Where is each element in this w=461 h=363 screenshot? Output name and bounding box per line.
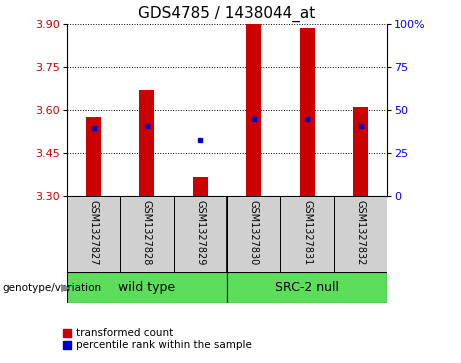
Bar (86, 117, 101, 196)
Text: GSM1327831: GSM1327831 (302, 200, 312, 265)
Title: GDS4785 / 1438044_at: GDS4785 / 1438044_at (138, 6, 316, 22)
Bar (334, 196, 387, 272)
Bar (67, 272, 227, 303)
Text: GSM1327832: GSM1327832 (355, 200, 366, 265)
Text: GSM1327830: GSM1327830 (249, 200, 259, 265)
Legend: transformed count, percentile rank within the sample: transformed count, percentile rank withi… (63, 328, 252, 350)
Bar (300, 28, 314, 196)
Text: SRC-2 null: SRC-2 null (275, 281, 339, 294)
Bar (353, 107, 368, 196)
Bar (193, 178, 208, 196)
Text: wild type: wild type (118, 281, 176, 294)
Bar (246, 24, 261, 196)
Bar (67, 196, 120, 272)
Text: GSM1327829: GSM1327829 (195, 200, 205, 265)
Text: GSM1327827: GSM1327827 (89, 200, 99, 265)
Bar (174, 196, 227, 272)
Bar (227, 196, 280, 272)
Bar (140, 90, 154, 196)
Text: genotype/variation: genotype/variation (2, 283, 101, 293)
Text: GSM1327828: GSM1327828 (142, 200, 152, 265)
Text: ▶: ▶ (61, 283, 69, 293)
Bar (280, 196, 334, 272)
Bar (227, 272, 387, 303)
Bar (120, 196, 174, 272)
